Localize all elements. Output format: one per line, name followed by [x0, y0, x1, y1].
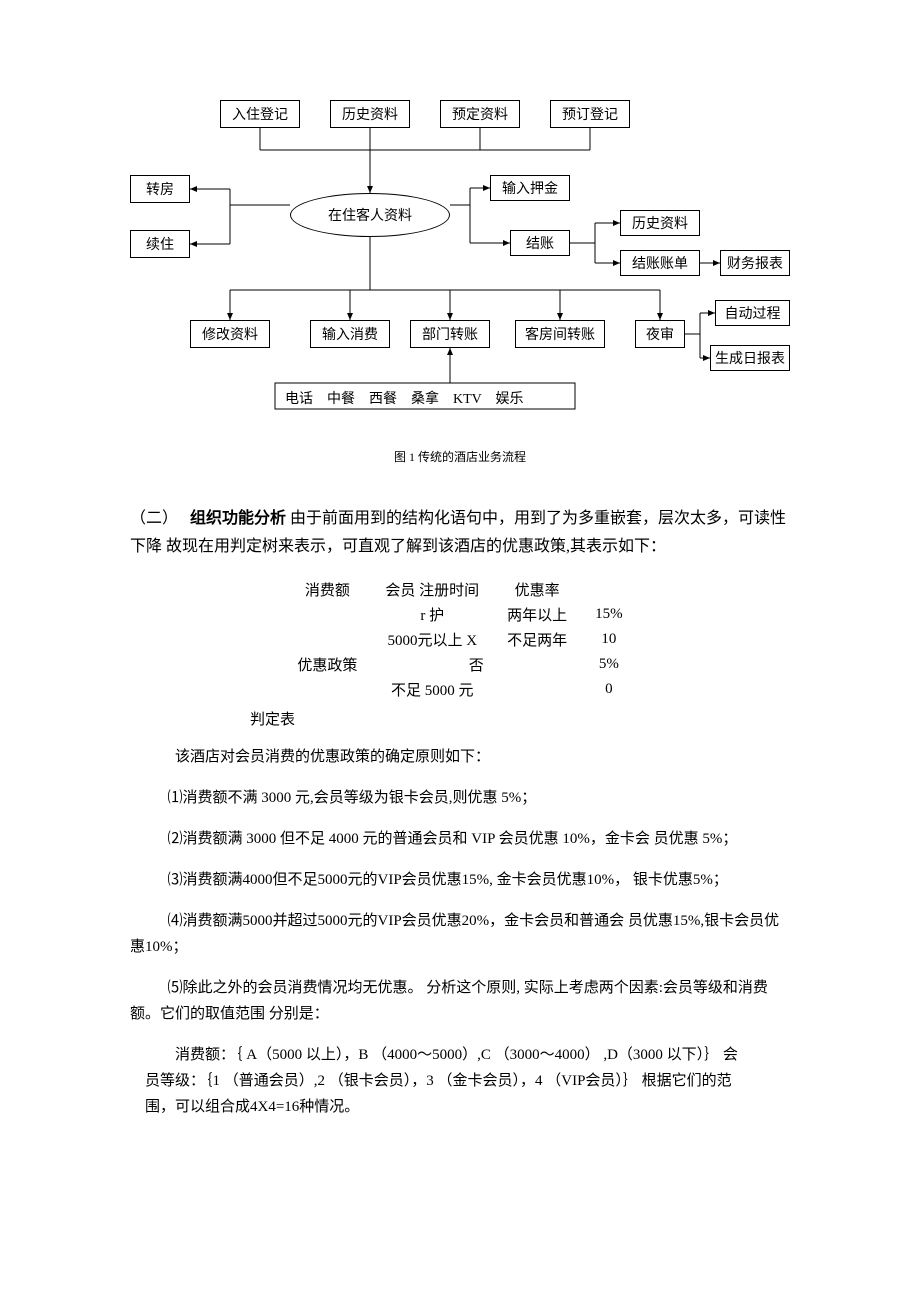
tree-row: 不足 5000 元 0 [283, 677, 636, 702]
section-2-num: （二） [130, 510, 170, 527]
node-financial-report: 财务报表 [720, 250, 790, 276]
tree-h1: 消费额 [283, 577, 371, 602]
rule-2: ⑵消费额满 3000 但不足 4000 元的普通会员和 VIP 会员优惠 10%… [130, 826, 790, 852]
tree-row: 优惠政策 否 5% [283, 652, 636, 677]
flowchart-caption: 图 1 传统的酒店业务流程 [130, 448, 790, 465]
node-modify: 修改资料 [190, 320, 270, 348]
section-2-heading: （二） 组织功能分析 由于前面用到的结构化语句中，用到了为多重嵌套，层次太多，可… [130, 505, 790, 561]
node-daily-report: 生成日报表 [710, 345, 790, 371]
node-auto-process: 自动过程 [715, 300, 790, 326]
node-history: 历史资料 [330, 100, 410, 128]
rules-intro: 该酒店对会员消费的优惠政策的确定原则如下： [130, 744, 790, 770]
node-booking: 预订登记 [550, 100, 630, 128]
tree-row: 5000元以上 X 不足两年 10 [283, 627, 636, 652]
node-deposit: 输入押金 [490, 175, 570, 201]
node-extend-stay: 续住 [130, 230, 190, 258]
hotel-flowchart: 入住登记 历史资料 预定资料 预订登记 转房 续住 在住客人资料 输入押金 结账… [130, 90, 790, 430]
node-service-row: 电话 中餐 西餐 桑拿 KTV 娱乐 [285, 388, 524, 408]
tree-h2: 会员 注册时间 [371, 577, 493, 602]
node-guest-data: 在住客人资料 [290, 193, 450, 237]
node-spend: 输入消费 [310, 320, 390, 348]
tree-h3: 优惠率 [493, 577, 581, 602]
node-dept-transfer: 部门转账 [410, 320, 490, 348]
node-night-audit: 夜审 [635, 320, 685, 348]
rule-5: ⑸除此之外的会员消费情况均无优惠。 分析这个原则, 实际上考虑两个因素:会员等级… [130, 975, 790, 1027]
tree-header: 消费额 会员 注册时间 优惠率 [283, 577, 636, 602]
rules-amount-line: 消费额：｛ A（5000 以上），B （4000〜5000）,C （3000〜4… [145, 1042, 745, 1120]
node-checkin: 入住登记 [220, 100, 300, 128]
section-2-title: 组织功能分析 [190, 510, 286, 527]
rule-1: ⑴消费额不满 3000 元,会员等级为银卡会员,则优惠 5%； [130, 785, 790, 811]
node-bill: 结账账单 [620, 250, 700, 276]
decision-tree-table: 消费额 会员 注册时间 优惠率 r 护 两年以上 15% 5000元以上 X 不… [283, 577, 636, 702]
tree-footer: 判定表 [250, 708, 790, 729]
node-room-transfer: 客房间转账 [515, 320, 605, 348]
node-history-2: 历史资料 [620, 210, 700, 236]
node-settle: 结账 [510, 230, 570, 256]
node-transfer-room: 转房 [130, 175, 190, 203]
rule-4: ⑷消费额满5000并超过5000元的VIP会员优惠20%，金卡会员和普通会 员优… [130, 908, 790, 960]
node-reserve: 预定资料 [440, 100, 520, 128]
rule-3: ⑶消费额满4000但不足5000元的VIP会员优惠15%, 金卡会员优惠10%，… [130, 867, 790, 893]
tree-row: r 护 两年以上 15% [283, 602, 636, 627]
